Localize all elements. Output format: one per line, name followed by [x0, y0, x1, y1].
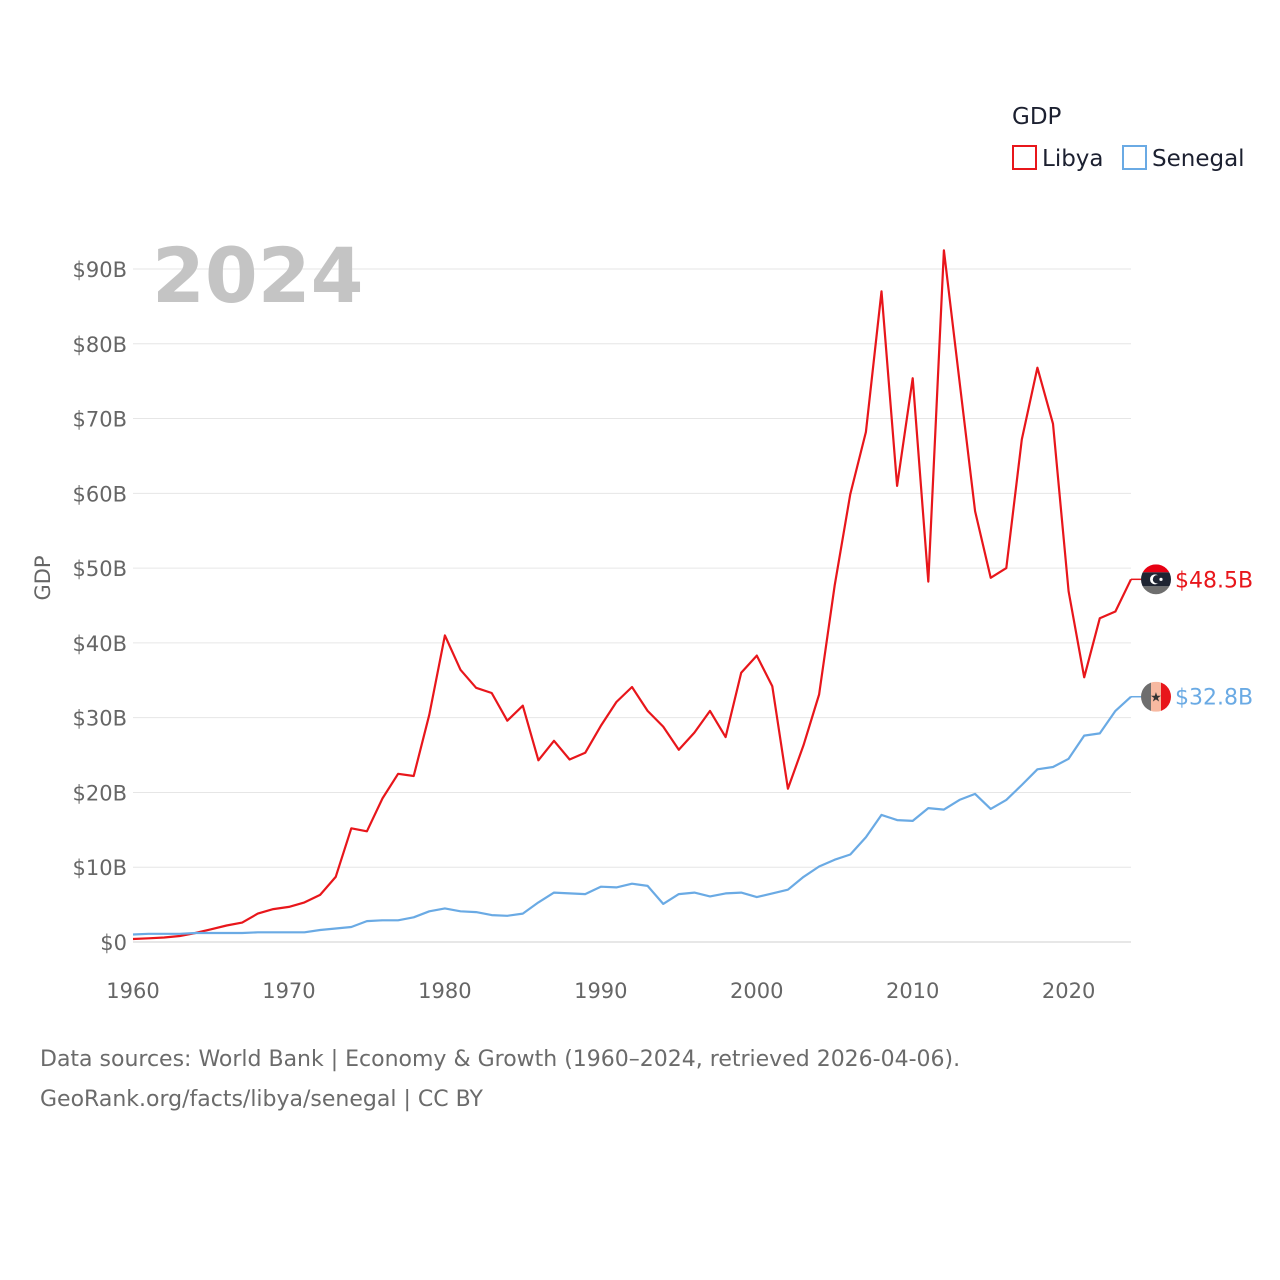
x-tick-label: 1970 [262, 979, 315, 1003]
y-tick-label: $10B [73, 856, 128, 880]
end-labels: $48.5B ★ $32.8B [1131, 564, 1253, 712]
series-line-senegal [132, 695, 1132, 936]
legend-swatch [1012, 145, 1037, 170]
series-line-libya [132, 249, 1132, 941]
senegal-flag-icon: ★ [1141, 681, 1171, 712]
svg-text:★: ★ [1150, 691, 1162, 706]
year-label: 2024 [152, 231, 364, 320]
x-tick-label: 1980 [418, 979, 471, 1003]
x-axis-ticks: 1960 1970 1980 1990 2000 2010 2020 [106, 979, 1095, 1003]
end-label-libya: $48.5B [1175, 568, 1253, 593]
y-axis-ticks: $0 $10B $20B $30B $40B $50B $60B $70B $80B $90B [73, 258, 128, 955]
x-tick-label: 1990 [574, 979, 627, 1003]
legend-label: Senegal [1152, 146, 1245, 172]
legend-title: GDP [1012, 104, 1062, 130]
y-tick-label: $50B [73, 557, 128, 581]
y-tick-label: $90B [73, 258, 128, 282]
y-tick-label: $30B [73, 707, 128, 731]
legend-item-libya[interactable]: Libya [1012, 145, 1104, 172]
y-tick-label: $40B [73, 632, 128, 656]
source-line-1: Data sources: World Bank | Economy & Gro… [40, 1047, 961, 1072]
x-tick-label: 2010 [886, 979, 939, 1003]
libya-flag-icon [1141, 564, 1171, 595]
source-note: Data sources: World Bank | Economy & Gro… [40, 1040, 1240, 1120]
y-axis-title: GDP [31, 555, 55, 600]
x-tick-label: 2000 [730, 979, 783, 1003]
x-tick-label: 2020 [1042, 979, 1095, 1003]
y-tick-label: $60B [73, 482, 128, 506]
x-tick-label: 1960 [106, 979, 159, 1003]
legend-item-senegal[interactable]: Senegal [1122, 145, 1245, 172]
y-tick-label: $20B [73, 781, 128, 805]
grid-lines [133, 268, 1131, 943]
legend-swatch [1122, 145, 1147, 170]
y-tick-label: $0 [100, 931, 127, 955]
legend: GDP Libya Senegal [1012, 104, 1245, 172]
legend-label: Libya [1042, 146, 1104, 172]
series-lines [132, 249, 1132, 941]
end-label-senegal: $32.8B [1175, 686, 1253, 711]
y-tick-label: $80B [73, 333, 128, 357]
y-tick-label: $70B [73, 408, 128, 432]
source-line-2[interactable]: GeoRank.org/facts/libya/senegal | CC BY [40, 1087, 483, 1112]
